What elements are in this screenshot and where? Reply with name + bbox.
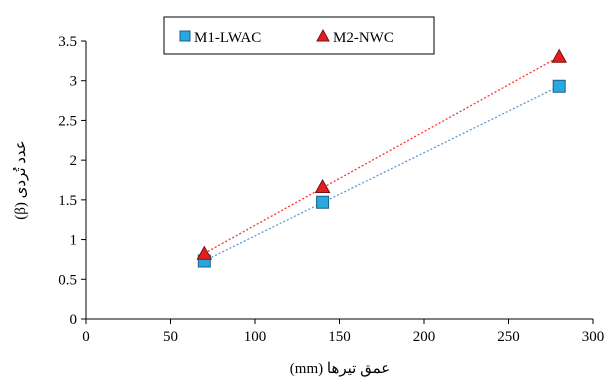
legend: M1-LWAC M2-NWC xyxy=(163,16,435,55)
x-tick-label: 0 xyxy=(82,329,90,345)
y-tick-label: 3.5 xyxy=(58,34,77,50)
legend-triangle-marker xyxy=(316,28,330,42)
trendlines xyxy=(203,56,560,262)
legend-square-marker xyxy=(179,30,191,42)
y-tick-label: 0.5 xyxy=(58,272,77,288)
x-tick-label: 100 xyxy=(244,329,267,345)
axes xyxy=(85,41,593,320)
point-series-1 xyxy=(552,79,566,93)
point-series-2 xyxy=(196,245,213,260)
y-tick-label: 2.5 xyxy=(58,113,77,129)
x-tick-label: 250 xyxy=(497,329,520,345)
x-tick-label: 50 xyxy=(163,329,178,345)
data-points xyxy=(196,48,568,268)
y-tick-label: 2 xyxy=(70,153,78,169)
point-series-2 xyxy=(314,178,331,194)
point-series-1 xyxy=(316,195,330,209)
x-tick-label: 300 xyxy=(582,329,605,345)
y-tick-label: 1.5 xyxy=(58,193,77,209)
trendline-series-2 xyxy=(203,56,560,254)
x-tick-label: 200 xyxy=(413,329,436,345)
point-series-2 xyxy=(551,48,568,63)
legend-label-m1: M1-LWAC xyxy=(194,30,261,46)
y-tick-label: 1 xyxy=(70,233,78,249)
y-tick-label: 3 xyxy=(70,74,78,90)
trendline-series-1 xyxy=(204,85,560,262)
y-tick-label: 0 xyxy=(70,312,78,328)
y-axis-label: عدد تُردی (β) xyxy=(12,140,29,220)
legend-label-m2: M2-NWC xyxy=(333,30,394,46)
legend-box xyxy=(163,16,435,55)
y-tick-labels: 0 0.5 1 1.5 2 2.5 3 3.5 xyxy=(58,34,86,328)
x-tick-labels: 0 50 100 150 200 250 300 xyxy=(82,319,604,345)
legend-item-m1: M1-LWAC xyxy=(179,30,261,46)
x-tick-label: 150 xyxy=(328,329,351,345)
legend-item-m2: M2-NWC xyxy=(316,28,394,46)
x-axis-label: عمق تیرها (mm) xyxy=(290,361,390,377)
